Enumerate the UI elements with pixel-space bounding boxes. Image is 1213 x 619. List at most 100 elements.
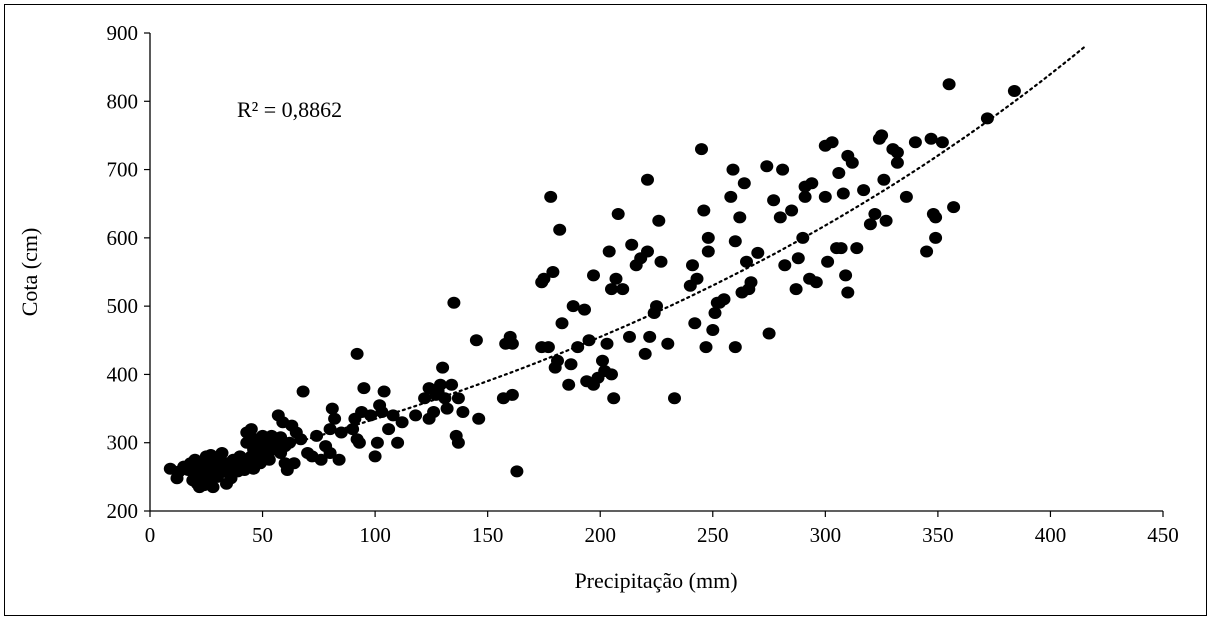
y-axis-label: Cota (cm) bbox=[17, 228, 42, 317]
x-tick-label: 200 bbox=[584, 523, 616, 547]
data-point bbox=[375, 406, 389, 418]
data-point bbox=[875, 129, 889, 142]
data-point bbox=[541, 341, 555, 354]
data-point bbox=[607, 392, 621, 405]
data-point bbox=[505, 388, 519, 401]
data-point bbox=[726, 163, 740, 176]
data-point bbox=[582, 334, 596, 347]
data-point bbox=[690, 272, 704, 285]
data-point bbox=[834, 242, 848, 255]
x-tick-label: 250 bbox=[697, 523, 729, 547]
x-tick-label: 150 bbox=[472, 523, 504, 547]
data-point bbox=[821, 255, 835, 268]
data-point bbox=[805, 177, 819, 190]
data-point bbox=[868, 208, 882, 220]
data-point bbox=[686, 259, 699, 272]
data-point bbox=[427, 406, 441, 418]
data-point bbox=[728, 341, 742, 354]
data-point bbox=[605, 283, 618, 296]
data-point bbox=[654, 255, 668, 268]
data-point bbox=[744, 276, 758, 289]
data-point bbox=[877, 173, 891, 186]
data-point bbox=[737, 177, 751, 190]
data-point bbox=[857, 184, 871, 197]
data-point bbox=[767, 194, 781, 207]
data-point bbox=[578, 303, 591, 316]
data-point bbox=[334, 426, 348, 439]
data-point bbox=[845, 156, 859, 169]
data-point bbox=[602, 245, 616, 258]
data-point bbox=[391, 436, 405, 449]
data-point bbox=[206, 481, 220, 494]
data-point bbox=[836, 187, 850, 200]
y-tick-label: 900 bbox=[107, 21, 139, 45]
data-point bbox=[616, 283, 630, 296]
data-point bbox=[350, 347, 364, 360]
data-point bbox=[571, 341, 585, 354]
data-point bbox=[323, 447, 337, 459]
data-point bbox=[942, 78, 956, 91]
x-tick-label: 350 bbox=[922, 523, 954, 547]
data-point bbox=[695, 143, 708, 156]
data-point bbox=[625, 238, 639, 251]
data-point bbox=[850, 242, 864, 255]
data-point bbox=[818, 190, 832, 203]
data-point bbox=[409, 409, 423, 422]
x-tick-label: 450 bbox=[1147, 523, 1179, 547]
data-point bbox=[778, 259, 792, 272]
data-point bbox=[740, 255, 753, 268]
trendline bbox=[193, 44, 1088, 470]
r-squared-annotation: R² = 0,8862 bbox=[237, 97, 342, 122]
data-point bbox=[724, 190, 738, 203]
data-point bbox=[935, 136, 949, 149]
data-point bbox=[323, 423, 337, 436]
data-point bbox=[641, 173, 654, 186]
data-point bbox=[728, 235, 742, 248]
data-point bbox=[899, 190, 913, 203]
data-point bbox=[447, 296, 461, 309]
data-point bbox=[924, 132, 938, 145]
y-tick-label: 700 bbox=[107, 158, 139, 182]
data-point bbox=[546, 266, 560, 278]
data-point bbox=[791, 252, 805, 265]
data-point bbox=[370, 436, 384, 449]
data-point bbox=[839, 269, 853, 282]
y-tick-label: 600 bbox=[107, 226, 139, 250]
data-point bbox=[433, 378, 447, 391]
y-tick-label: 300 bbox=[107, 431, 139, 455]
data-point bbox=[947, 201, 961, 214]
data-point bbox=[785, 204, 799, 217]
data-point bbox=[760, 160, 774, 173]
data-point bbox=[332, 453, 346, 466]
data-point bbox=[789, 283, 803, 296]
y-tick-label: 400 bbox=[107, 362, 139, 386]
data-point bbox=[717, 293, 731, 306]
data-point bbox=[352, 436, 366, 449]
data-point bbox=[440, 402, 454, 415]
data-point bbox=[456, 406, 470, 418]
data-point bbox=[418, 392, 432, 405]
data-point bbox=[701, 245, 715, 258]
data-point bbox=[668, 392, 681, 405]
data-point bbox=[605, 368, 618, 381]
data-point bbox=[283, 436, 297, 449]
scatter-chart: 200 300 400 500 600 700 800 900 0 50 100 150 200 250 3… bbox=[17, 21, 1179, 593]
data-point bbox=[773, 211, 787, 224]
data-point bbox=[587, 269, 600, 282]
data-point bbox=[641, 245, 654, 258]
data-point bbox=[382, 423, 396, 436]
data-point bbox=[346, 423, 360, 436]
data-point bbox=[395, 416, 409, 429]
data-point bbox=[661, 337, 675, 350]
data-point bbox=[863, 218, 877, 231]
data-point bbox=[544, 190, 558, 203]
data-point bbox=[751, 246, 765, 259]
data-point bbox=[908, 136, 922, 149]
chart-frame: 200 300 400 500 600 700 800 900 0 50 100 150 200 250 3… bbox=[4, 4, 1207, 616]
x-axis-label: Precipitação (mm) bbox=[574, 568, 737, 593]
data-point bbox=[325, 402, 339, 415]
x-tick-label: 300 bbox=[810, 523, 842, 547]
x-tick-label: 50 bbox=[252, 523, 273, 547]
data-point bbox=[706, 324, 720, 336]
data-point bbox=[555, 317, 569, 330]
